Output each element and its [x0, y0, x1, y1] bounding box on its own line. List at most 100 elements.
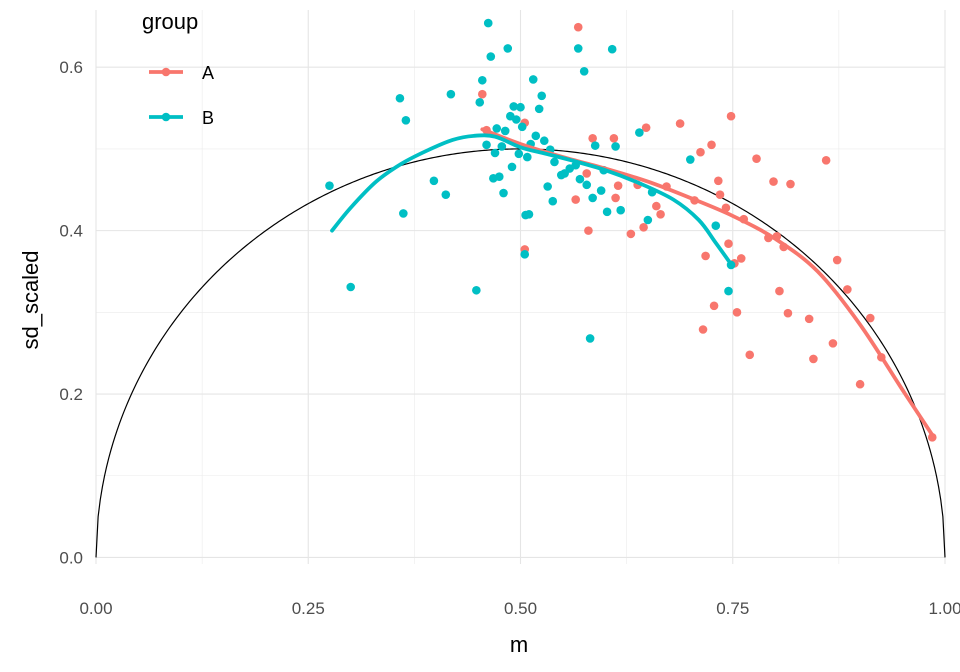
y-axis-title: sd_scaled: [18, 250, 43, 349]
data-point-a: [726, 111, 736, 121]
data-point-b: [579, 66, 589, 76]
data-point-b: [607, 44, 617, 54]
data-point-b: [446, 89, 456, 99]
data-point-b: [507, 162, 517, 172]
data-point-b: [596, 186, 606, 195]
data-point-a: [745, 350, 755, 360]
data-point-a: [927, 433, 937, 442]
x-axis-title: m: [510, 632, 528, 657]
data-point-b: [475, 98, 485, 107]
data-point-a: [769, 177, 778, 186]
x-tick-label: 0.50: [504, 599, 537, 618]
data-point-b: [602, 207, 612, 217]
data-point-a: [752, 154, 761, 164]
data-point-b: [494, 172, 504, 181]
legend-title: group: [142, 9, 198, 34]
data-point-b: [528, 75, 538, 84]
data-point-a: [698, 325, 708, 334]
data-point-a: [786, 179, 795, 189]
data-point-b: [588, 193, 597, 203]
data-point-b: [499, 188, 508, 198]
data-point-a: [843, 285, 852, 294]
data-point-b: [531, 131, 541, 141]
legend-entries: AB: [149, 63, 214, 128]
data-point-b: [517, 122, 527, 132]
legend-key-point-b: [161, 112, 171, 122]
data-point-b: [516, 102, 525, 112]
data-point-a: [611, 193, 620, 203]
data-point-a: [701, 251, 710, 261]
data-point-b: [635, 128, 644, 137]
data-point-a: [821, 156, 831, 165]
data-point-a: [656, 209, 665, 219]
smooth-lines-layer: [330, 127, 935, 437]
data-point-b: [500, 126, 510, 136]
smooth-line-b: [330, 133, 735, 269]
data-point-a: [584, 226, 593, 235]
data-point-a: [828, 339, 838, 348]
data-point-a: [609, 133, 619, 143]
data-point-b: [643, 215, 653, 225]
data-point-b: [686, 155, 695, 164]
data-point-a: [715, 190, 725, 199]
data-point-b: [472, 285, 481, 295]
data-point-b: [482, 140, 491, 150]
data-point-a: [477, 89, 487, 99]
data-point-b: [611, 142, 620, 151]
data-point-a: [707, 140, 716, 150]
y-tick-label: 0.0: [59, 548, 83, 567]
data-point-b: [346, 282, 356, 292]
data-point-a: [582, 169, 592, 178]
data-point-b: [534, 104, 544, 114]
data-point-b: [539, 136, 549, 146]
data-point-a: [639, 223, 648, 232]
legend-key-point-a: [161, 67, 171, 77]
data-point-b: [441, 190, 451, 199]
x-tick-label: 0.25: [292, 599, 325, 618]
data-point-a: [775, 286, 784, 296]
legend-label-a: A: [202, 63, 214, 83]
x-tick-label: 0.75: [716, 599, 749, 618]
data-point-b: [543, 182, 552, 191]
data-point-b: [524, 209, 534, 219]
data-point-b: [497, 142, 507, 151]
grid-lines: [95, 10, 946, 564]
axes-layer: 0.00 0.25 0.50 0.75 1.00 0.0 0.2 0.4 0.6: [59, 58, 960, 618]
data-point-b: [395, 93, 405, 103]
data-point-a: [809, 354, 818, 364]
data-point-a: [652, 201, 661, 211]
data-point-a: [736, 254, 746, 263]
data-point-a: [855, 379, 865, 389]
data-point-a: [865, 313, 875, 323]
data-point-b: [483, 18, 493, 28]
data-point-b: [548, 196, 558, 206]
x-tick-label: 1.00: [928, 599, 960, 618]
data-point-a: [626, 229, 636, 239]
data-point-b: [582, 180, 592, 190]
data-point-a: [696, 147, 705, 157]
x-tick-label: 0.00: [79, 599, 112, 618]
data-point-a: [709, 301, 719, 311]
data-point-b: [711, 221, 721, 231]
y-tick-label: 0.4: [59, 222, 83, 241]
data-point-b: [575, 174, 585, 184]
legend: group AB: [142, 9, 214, 128]
data-point-a: [613, 181, 623, 190]
data-point-a: [783, 308, 793, 318]
data-point-b: [511, 115, 521, 124]
data-point-a: [724, 239, 733, 248]
data-point-a: [804, 314, 814, 324]
y-tick-label: 0.6: [59, 58, 83, 77]
y-tick-label: 0.2: [59, 385, 83, 404]
data-point-b: [573, 44, 583, 53]
data-point-a: [675, 119, 685, 128]
data-point-b: [477, 75, 487, 85]
data-point-a: [571, 195, 580, 204]
data-point-b: [590, 141, 600, 150]
data-point-b: [486, 52, 496, 61]
data-point-a: [573, 22, 583, 32]
data-point-a: [588, 133, 597, 143]
data-point-b: [429, 176, 439, 186]
